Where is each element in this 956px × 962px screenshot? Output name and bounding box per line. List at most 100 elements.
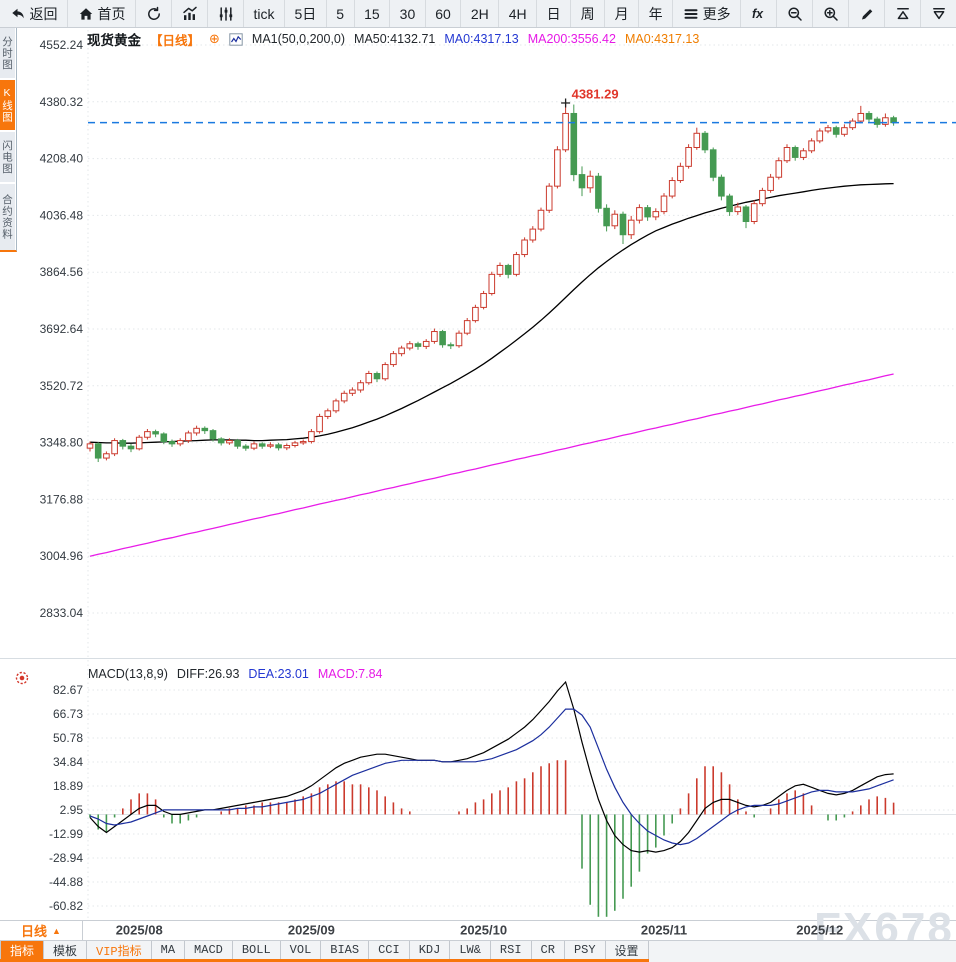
diff-value: DIFF:26.93 [176, 667, 240, 681]
symbol-name: 现货黄金 [87, 33, 141, 48]
svg-text:-28.94: -28.94 [49, 851, 83, 865]
indicator-tab-indicator[interactable]: 指标 [0, 941, 45, 959]
toolbar-label-m15: 15 [364, 5, 380, 22]
indicator-tab-vol[interactable]: VOL [280, 941, 322, 959]
indicator-tab-macd[interactable]: MACD [185, 941, 233, 959]
period-label: 【日线】 [150, 33, 201, 48]
indicator-tab-vip-indicator[interactable]: VIP指标 [87, 941, 152, 959]
mini-chart-icon[interactable] [229, 32, 243, 46]
svg-text:2025/09: 2025/09 [288, 923, 335, 938]
toolbar-item-candle-settings[interactable] [207, 0, 243, 27]
indicator-tab-kdj[interactable]: KDJ [409, 941, 451, 959]
toolbar-item-draw[interactable] [848, 0, 884, 27]
macd-axis-labels: 82.67 66.73 50.78 34.84 18.89 2.95 -12.99 -28.9… [49, 683, 83, 913]
toolbar-label-5d: 5日 [294, 5, 317, 22]
ma50-value: MA50:4132.71 [354, 32, 436, 46]
toolbar-item-5d[interactable]: 5日 [284, 0, 326, 27]
indicator-tab-cci[interactable]: CCI [369, 941, 410, 959]
toolbar-item-zoom-in[interactable] [812, 0, 848, 27]
add-indicator-icon[interactable]: ⊕ [209, 31, 220, 46]
toolbar-item-h4[interactable]: 4H [498, 0, 536, 27]
svg-text:3692.64: 3692.64 [40, 322, 84, 336]
toolbar-item-m5[interactable]: 5 [325, 0, 354, 27]
x-axis-labels: 2025/08 2025/09 2025/10 2025/11 2025/12 [116, 923, 844, 938]
toolbar-item-h2[interactable]: 2H [460, 0, 498, 27]
toolbar-item-day[interactable]: 日 [536, 0, 570, 27]
svg-text:2.95: 2.95 [60, 803, 84, 817]
indicator-tab-bias[interactable]: BIAS [321, 941, 370, 959]
toolbar-item-month[interactable]: 月 [604, 0, 638, 27]
toolbar-item-refresh[interactable] [135, 0, 171, 27]
toolbar-item-home[interactable]: 首页 [67, 0, 135, 27]
indicator-tab-settings[interactable]: 设置 [605, 941, 649, 959]
svg-text:3520.72: 3520.72 [40, 379, 84, 393]
toolbar-item-formula[interactable]: fx [740, 0, 776, 27]
toolbar-label-more: 更多 [702, 5, 731, 22]
period-selector[interactable]: 日线 ▲ [0, 921, 83, 940]
svg-text:2025/12: 2025/12 [796, 923, 843, 938]
sidebar-tab-lightning[interactable]: 闪电图 [0, 132, 15, 182]
toolbar-label-h4: 4H [508, 5, 527, 22]
toolbar-label-day: 日 [546, 5, 561, 22]
svg-text:82.67: 82.67 [53, 683, 83, 697]
panel-up-icon [895, 6, 911, 22]
indicator-tab-cr[interactable]: CR [531, 941, 565, 959]
toolbar-item-panel-down[interactable] [920, 0, 956, 27]
toolbar-label-tick: tick [253, 5, 275, 22]
peak-annotation: 4381.29 [561, 86, 619, 108]
toolbar-item-m15[interactable]: 15 [353, 0, 390, 27]
svg-text:66.73: 66.73 [53, 707, 83, 721]
home-icon [78, 6, 94, 22]
toolbar-label-back: 返回 [29, 5, 58, 22]
indicator-tab-rsi[interactable]: RSI [490, 941, 532, 959]
indicator-tab-bar: 指标 模板 VIP指标 MA MACD BOLL VOL BIAS CCI KDJ LW& RSI CR… [0, 940, 956, 962]
fx-icon: fx [751, 6, 767, 22]
panel-separators [0, 658, 956, 921]
back-icon [10, 6, 26, 22]
indicator-tab-template[interactable]: 模板 [44, 941, 88, 959]
svg-text:50.78: 50.78 [53, 731, 83, 745]
toolbar-item-year[interactable]: 年 [638, 0, 672, 27]
svg-text:3864.56: 3864.56 [40, 265, 84, 279]
sliders-icon [218, 6, 234, 22]
toolbar-item-back[interactable]: 返回 [0, 0, 67, 27]
svg-text:2025/08: 2025/08 [116, 923, 163, 938]
trend-icon [182, 6, 198, 22]
dea-line [89, 708, 894, 846]
toolbar-item-week[interactable]: 周 [570, 0, 604, 27]
svg-text:4552.24: 4552.24 [40, 38, 84, 52]
toolbar-item-zoom-out[interactable] [776, 0, 812, 27]
indicator-tab-psy[interactable]: PSY [564, 941, 606, 959]
sidebar-tab-time-share[interactable]: 分时图 [0, 28, 15, 78]
ma0-orange-value: MA0:4317.13 [624, 32, 700, 46]
top-toolbar: 返回 首页 tick 5日 5 15 30 60 2H 4H 日 周 月 年 更多 fx [0, 0, 956, 28]
sidebar-tab-contract-info[interactable]: 合约资料 [0, 184, 15, 250]
toolbar-item-trend-chart[interactable] [171, 0, 207, 27]
ma0-blue-value: MA0:4317.13 [444, 32, 519, 46]
svg-text:18.89: 18.89 [53, 779, 83, 793]
svg-text:3004.96: 3004.96 [40, 549, 84, 563]
toolbar-item-tick[interactable]: tick [243, 0, 284, 27]
toolbar-item-panel-up[interactable] [884, 0, 920, 27]
svg-text:2025/11: 2025/11 [641, 923, 687, 938]
macd-histogram [88, 760, 956, 917]
toolbar-item-more[interactable]: 更多 [672, 0, 740, 27]
toolbar-item-m60[interactable]: 60 [424, 0, 461, 27]
svg-text:4036.48: 4036.48 [40, 208, 84, 222]
indicator-tab-ma[interactable]: MA [151, 941, 186, 959]
indicator-tab-lw[interactable]: LW& [450, 941, 491, 959]
indicator-tab-boll[interactable]: BOLL [232, 941, 281, 959]
menu-icon [683, 6, 699, 22]
zoom-in-icon [823, 6, 839, 22]
svg-text:4380.32: 4380.32 [40, 95, 84, 109]
toolbar-label-m30: 30 [399, 5, 416, 22]
price-legend: 现货黄金 【日线】 ⊕ MA1(50,0,200,0) MA50:4132.71… [87, 29, 699, 49]
svg-text:-60.82: -60.82 [49, 899, 83, 913]
svg-text:2025/10: 2025/10 [460, 923, 507, 938]
toolbar-label-month: 月 [614, 5, 629, 22]
toolbar-label-m60: 60 [435, 5, 451, 22]
refresh-icon [146, 6, 162, 22]
sidebar-tab-kline[interactable]: K线图 [0, 80, 15, 130]
svg-text:3176.88: 3176.88 [40, 492, 84, 506]
toolbar-item-m30[interactable]: 30 [389, 0, 425, 27]
